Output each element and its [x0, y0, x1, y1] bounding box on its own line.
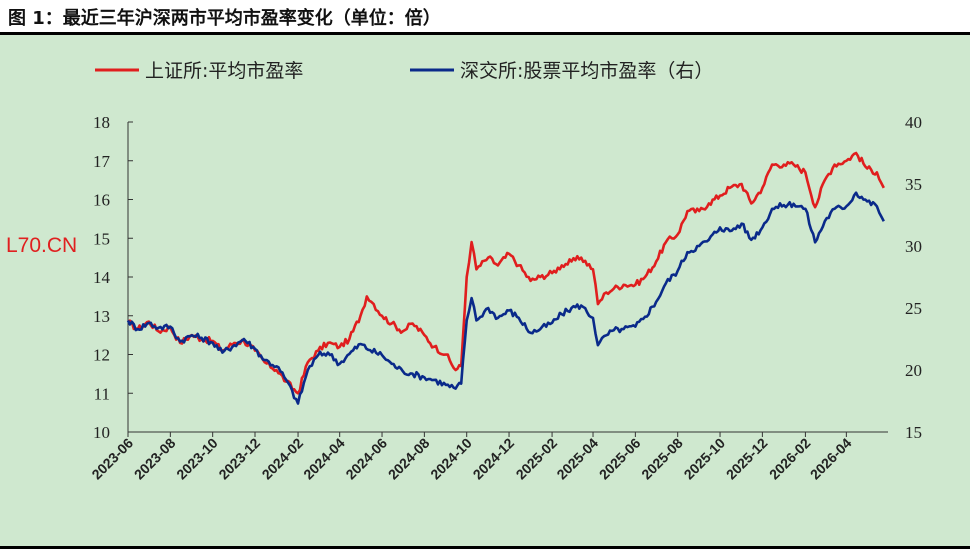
x-tick-label: 2024-04: [300, 435, 348, 483]
right-tick-label: 20: [905, 361, 922, 380]
x-tick-label: 2023-12: [215, 435, 263, 483]
x-tick-label: 2025-12: [723, 435, 771, 483]
bottom-rule: [0, 546, 970, 549]
title-bar: 图 1：最近三年沪深两市平均市盈率变化（单位：倍）: [0, 0, 970, 33]
left-tick-label: 12: [93, 346, 110, 365]
x-tick-label: 2024-10: [427, 435, 475, 483]
x-tick-label: 2024-08: [385, 435, 433, 483]
x-tick-label: 2024-12: [470, 435, 518, 483]
x-tick-label: 2024-06: [342, 435, 390, 483]
right-tick-label: 30: [905, 237, 922, 256]
x-tick-label: 2025-10: [681, 435, 729, 483]
x-tick-label: 2026-04: [807, 435, 855, 483]
left-tick-label: 10: [93, 423, 110, 442]
bottom-strip: [0, 549, 970, 552]
x-tick-label: 2025-04: [553, 435, 601, 483]
left-tick-label: 11: [94, 384, 110, 403]
legend-label: 深交所:股票平均市盈率（右）: [460, 60, 713, 82]
right-tick-label: 40: [905, 113, 922, 132]
series-line-shenzhen: [126, 191, 885, 405]
right-tick-label: 15: [905, 423, 922, 442]
right-tick-label: 35: [905, 175, 922, 194]
series-line-shanghai: [127, 151, 885, 395]
x-tick-label: 2026-02: [766, 435, 814, 483]
left-tick-label: 16: [93, 191, 110, 210]
left-tick-label: 18: [93, 113, 110, 132]
x-tick-label: 2025-02: [513, 435, 561, 483]
chart-title: 图 1：最近三年沪深两市平均市盈率变化（单位：倍）: [8, 8, 441, 29]
left-tick-label: 13: [93, 307, 110, 326]
legend-label: 上证所:平均市盈率: [145, 60, 303, 82]
x-tick-label: 2024-02: [259, 435, 307, 483]
x-tick-label: 2023-10: [173, 435, 221, 483]
top-rule: [0, 32, 970, 35]
left-tick-label: 14: [93, 268, 111, 287]
right-tick-label: 25: [905, 299, 922, 318]
watermark-text: L70.CN: [6, 234, 78, 257]
x-tick-label: 2025-08: [638, 435, 686, 483]
left-tick-label: 17: [93, 152, 111, 171]
left-tick-label: 15: [93, 229, 110, 248]
x-tick-label: 2025-06: [596, 435, 644, 483]
x-tick-label: 2023-08: [131, 435, 179, 483]
